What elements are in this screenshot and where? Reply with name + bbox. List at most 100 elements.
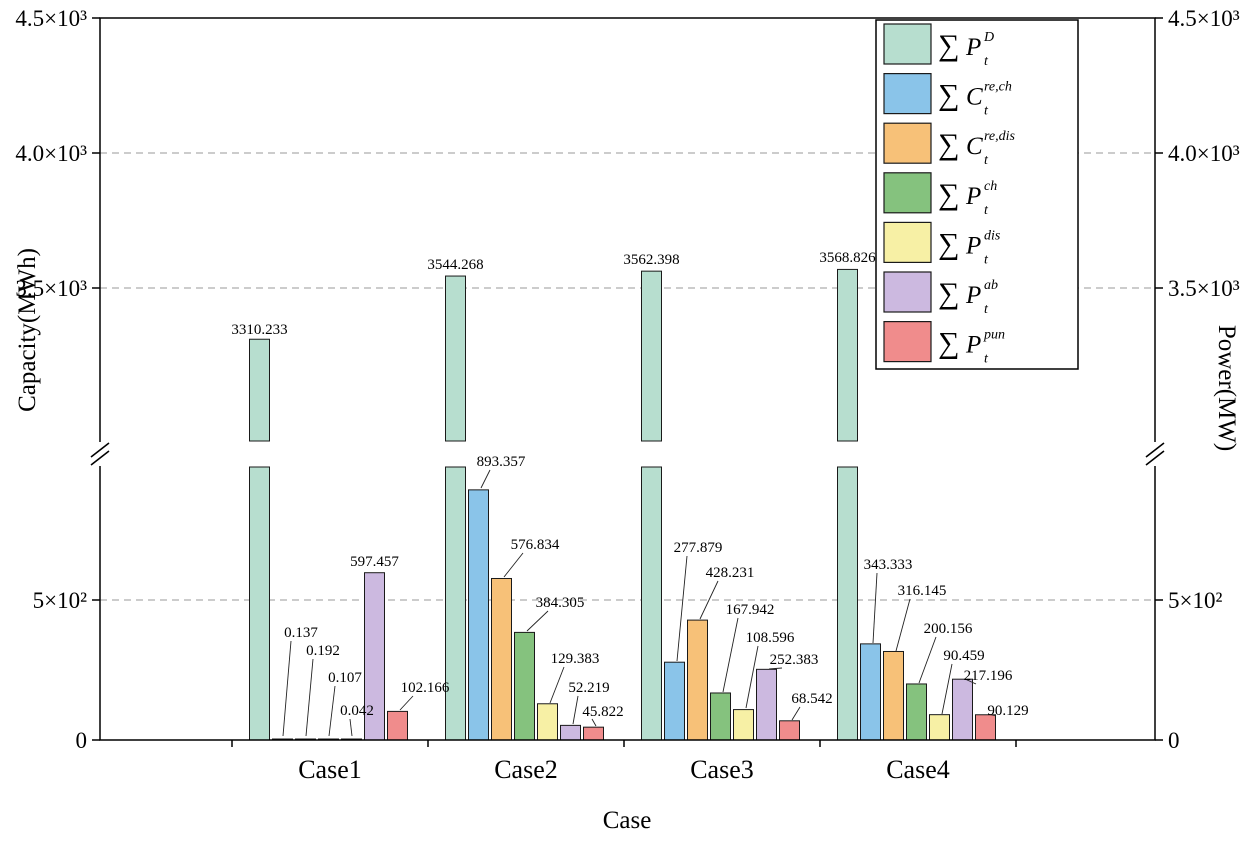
- y-tick-label-left: 0: [76, 728, 88, 753]
- x-category-label: Case2: [494, 755, 558, 784]
- value-label-leader: [791, 706, 801, 721]
- bar-case2-∑P_t^ab: [560, 724, 581, 741]
- legend-swatch: [883, 221, 932, 263]
- value-label: 217.196: [964, 668, 1013, 684]
- value-label: 384.305: [536, 595, 585, 611]
- y-tick-label-right: 5×10²: [1168, 588, 1222, 613]
- y-tick-label-left: 4.5×10³: [15, 6, 87, 31]
- value-label: 252.383: [770, 652, 819, 668]
- value-label-leader: [895, 598, 911, 652]
- legend-swatch: [883, 172, 932, 214]
- value-label: 3562.398: [623, 252, 679, 268]
- value-label-leader: [676, 555, 688, 662]
- bar-case4-∑P_t^ab: [952, 678, 973, 741]
- bar-case2-∑C_t^re,ch: [468, 489, 489, 741]
- axis-break-slash: [90, 450, 110, 466]
- value-label-leader: [349, 718, 353, 737]
- value-label: 0.107: [328, 670, 362, 686]
- axis-break-slash: [1145, 450, 1165, 466]
- legend-item: ∑ Cre,ch t: [883, 72, 1012, 119]
- value-label: 52.219: [568, 680, 609, 696]
- value-label-leader: [987, 713, 997, 717]
- bar-case3-∑P_t^dis: [733, 709, 754, 741]
- value-label-leader: [768, 667, 783, 670]
- value-label: 576.834: [511, 537, 560, 553]
- value-label-leader: [872, 572, 878, 644]
- value-label: 316.145: [898, 583, 947, 599]
- bar-case4-∑P_t^ch: [906, 683, 927, 741]
- legend-item: ∑ Cre,dis t: [883, 122, 1016, 168]
- legend-label: ∑ Cre,dis t: [938, 128, 1016, 168]
- value-label-leader: [480, 469, 491, 489]
- y-tick-label-right: 3.5×10³: [1168, 276, 1240, 301]
- bar-case2-∑P_t^pun: [583, 726, 604, 741]
- value-label-leader: [549, 666, 565, 704]
- axis-break-slash: [90, 442, 110, 458]
- value-label: 3568.826: [819, 250, 876, 266]
- axis-break-slash: [1145, 442, 1165, 458]
- x-category-label: Case4: [886, 755, 950, 784]
- x-category-label: Case3: [690, 755, 754, 784]
- y-tick-label-right: 4.0×10³: [1168, 141, 1240, 166]
- value-label-leader: [699, 580, 719, 620]
- value-label: 108.596: [746, 630, 795, 646]
- value-label-leader: [941, 663, 953, 715]
- bar-case1-∑P_t^D-lower: [249, 466, 270, 741]
- value-label: 893.357: [477, 454, 526, 470]
- bar-case4-∑P_t^D-upper: [837, 268, 858, 442]
- legend-swatch: [883, 122, 932, 164]
- bar-case3-∑P_t^D-lower: [641, 466, 662, 741]
- value-label-leader: [745, 645, 759, 709]
- bar-case2-∑P_t^D-upper: [445, 275, 466, 442]
- value-label-leader: [591, 718, 597, 727]
- value-label: 0.137: [284, 625, 318, 641]
- value-label: 102.166: [401, 680, 450, 696]
- value-label-leader: [526, 610, 549, 632]
- legend-swatch: [883, 72, 932, 115]
- value-label: 0.042: [340, 703, 374, 719]
- value-label: 90.459: [943, 648, 984, 664]
- bar-case3-∑P_t^D-upper: [641, 270, 662, 442]
- y-axis: 0 0 5×10² 5×10² 3.5×10³ 3.5×10³ 4.0×10³ 4.0×10³…: [15, 6, 1239, 753]
- y-tick-label-left: 5×10²: [33, 588, 87, 613]
- bar-case2-∑C_t^re,dis: [491, 577, 512, 741]
- value-label-leader: [282, 640, 292, 737]
- value-labels: 3310.233 3544.268 3562.398 3568.826 0.137 893…: [231, 250, 1029, 737]
- y-tick-label-left: 4.0×10³: [15, 141, 87, 166]
- value-label: 3544.268: [427, 257, 483, 273]
- bar-case4-∑P_t^dis: [929, 714, 950, 741]
- x-axis-title: Case: [602, 807, 652, 834]
- bar-case4-∑C_t^re,dis: [883, 650, 904, 741]
- bar-case1-∑P_t^D-upper: [249, 338, 270, 442]
- bar-case1-∑P_t^pun: [387, 710, 408, 741]
- bar-case4-∑P_t^D-lower: [837, 466, 858, 741]
- legend-swatch: [883, 23, 932, 65]
- value-label-leader: [305, 658, 314, 737]
- y-axis-title-right: Power(MW): [1213, 324, 1240, 452]
- legend-swatch: [883, 321, 932, 363]
- bar-case2-∑P_t^ch: [514, 631, 535, 741]
- x-category-label: Case1: [298, 755, 362, 784]
- legend-swatch: [883, 271, 932, 313]
- value-label: 45.822: [582, 704, 623, 720]
- value-label-leader: [399, 695, 414, 711]
- value-label-leader: [503, 552, 524, 578]
- bar-case3-∑P_t^ch: [710, 692, 731, 741]
- legend-label: ∑ Cre,ch t: [938, 79, 1012, 119]
- value-label: 343.333: [864, 557, 913, 573]
- bar-case4-∑C_t^re,ch: [860, 643, 881, 741]
- value-label-leader: [918, 636, 937, 684]
- value-label-leader: [328, 685, 336, 737]
- value-label-leader: [964, 678, 977, 685]
